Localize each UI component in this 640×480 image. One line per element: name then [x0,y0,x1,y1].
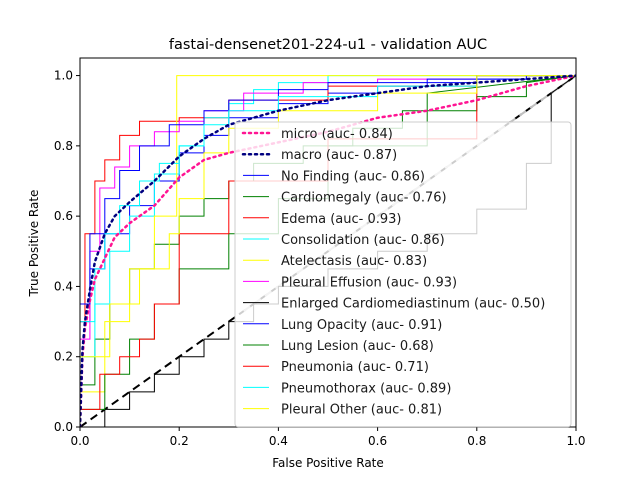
chart-title: fastai-densenet201-224-u1 - validation A… [169,37,487,53]
legend-label-no-finding: No Finding (auc- 0.86) [281,169,425,184]
series-line-edema [80,75,576,427]
legend-label-atelectasis: Atelectasis (auc- 0.83) [281,254,427,269]
legend-label-enlarged-cardiomediastinum: Enlarged Cardiomediastinum (auc- 0.50) [281,297,545,312]
y-tick-label: 0.2 [54,350,73,364]
x-tick-label: 0.6 [368,434,387,448]
y-tick-label: 0.6 [54,209,73,223]
y-tick-label: 0.4 [54,279,73,293]
legend-label-edema: Edema (auc- 0.93) [281,212,402,227]
y-tick-label: 0.0 [54,420,73,434]
legend-label-lung-lesion: Lung Lesion (auc- 0.68) [281,339,434,354]
x-tick-label: 0.0 [70,434,89,448]
y-axis-label: True Positive Rate [27,190,41,298]
series-line-macro [80,74,576,427]
x-tick-label: 0.8 [467,434,486,448]
x-tick-label: 0.4 [269,434,288,448]
legend-label-consolidation: Consolidation (auc- 0.86) [281,233,445,248]
series-line-pleural-other [80,75,576,427]
legend-label-pleural-other: Pleural Other (auc- 0.81) [281,403,442,418]
x-tick-label: 0.2 [170,434,189,448]
legend-label-pneumonia: Pneumonia (auc- 0.71) [281,360,429,375]
legend-box [234,121,572,428]
legend-label-pneumothorax: Pneumothorax (auc- 0.89) [281,381,451,396]
legend-label-lung-opacity: Lung Opacity (auc- 0.91) [281,318,442,333]
y-tick-label: 1.0 [54,69,73,83]
legend-label-micro: micro (auc- 0.84) [281,127,393,142]
x-axis: 0.0 0.2 0.4 0.6 0.8 1.0 [70,427,586,448]
x-axis-label: False Positive Rate [272,456,384,470]
legend-label-macro: macro (auc- 0.87) [281,148,397,163]
y-axis: 0.0 0.2 0.4 0.6 0.8 1.0 [54,69,80,434]
y-tick-label: 0.8 [54,139,73,153]
legend-label-pleural-effusion: Pleural Effusion (auc- 0.93) [281,275,457,290]
legend-label-cardiomegaly: Cardiomegaly (auc- 0.76) [281,191,447,206]
legend: micro (auc- 0.84) macro (auc- 0.87) No Fin… [234,121,572,428]
series-line-micro [80,74,576,427]
x-tick-label: 1.0 [566,434,585,448]
